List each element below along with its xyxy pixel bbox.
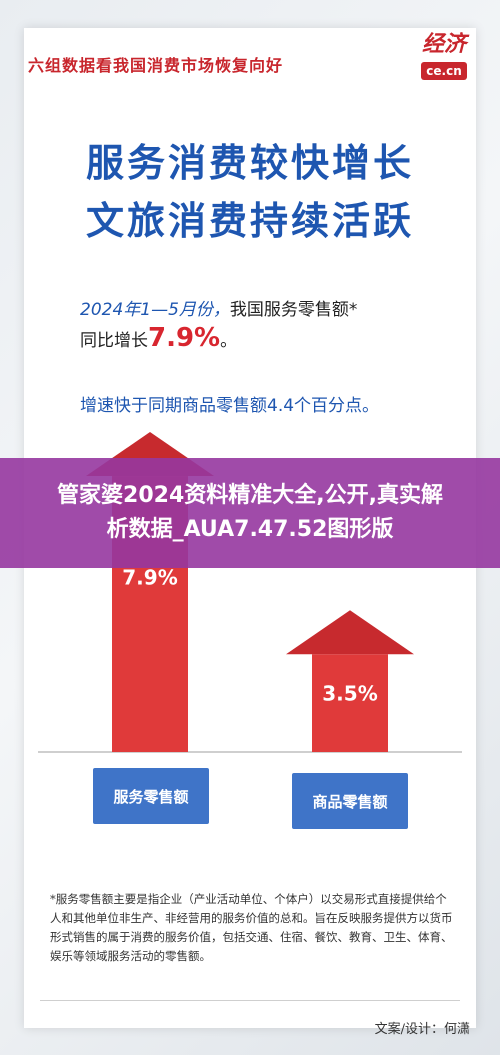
headline-line2: 文旅消费持续活跃 xyxy=(85,199,414,243)
logo-glyph: 经济 xyxy=(421,31,466,57)
banner-line2: 析数据_AUA7.47.52图形版 xyxy=(106,517,394,542)
banner-line1: 管家婆2024资料精准大全,公开,真实解 xyxy=(57,483,443,508)
ce-logo: 经济 ce.cn xyxy=(418,28,470,86)
description-date: 2024年1—5月份， xyxy=(80,300,230,320)
description-paragraph-1: 2024年1—5月份，我国服务零售额* 同比增长7.9%。 xyxy=(80,296,357,355)
bar-value-label-0: 7.9% xyxy=(122,566,177,590)
bar-shaft-1 xyxy=(312,654,388,752)
footer-divider xyxy=(40,1000,460,1001)
bar-value-label-1: 3.5% xyxy=(322,681,377,705)
description-line1-rest: 我国服务零售额* xyxy=(229,300,358,320)
bar-arrowhead-1 xyxy=(286,610,414,655)
category-box-goods: 商品零售额 xyxy=(292,773,408,829)
category-box-service: 服务零售额 xyxy=(93,768,209,824)
top-title: 六组数据看我国消费市场恢复向好 xyxy=(28,56,284,75)
description-line2-suffix: 。 xyxy=(220,331,238,351)
arrow-bar-1: 3.5% xyxy=(286,610,414,752)
description-line2-prefix: 同比增长 xyxy=(80,331,148,351)
footnote: *服务零售额主要是指企业（产业活动单位、个体户）以交易形式直接提供给个人和其他单… xyxy=(50,892,453,963)
headline-line1: 服务消费较快增长 xyxy=(85,141,414,185)
credit: 文案/设计：何潇 xyxy=(374,1022,470,1037)
highlight-value: 7.9% xyxy=(148,323,221,353)
logo-domain: ce.cn xyxy=(421,62,467,80)
overlay-banner[interactable]: 管家婆2024资料精准大全,公开,真实解 析数据_AUA7.47.52图形版 xyxy=(0,458,500,568)
description-paragraph-2: 增速快于同期商品零售额4.4个百分点。 xyxy=(80,396,380,416)
